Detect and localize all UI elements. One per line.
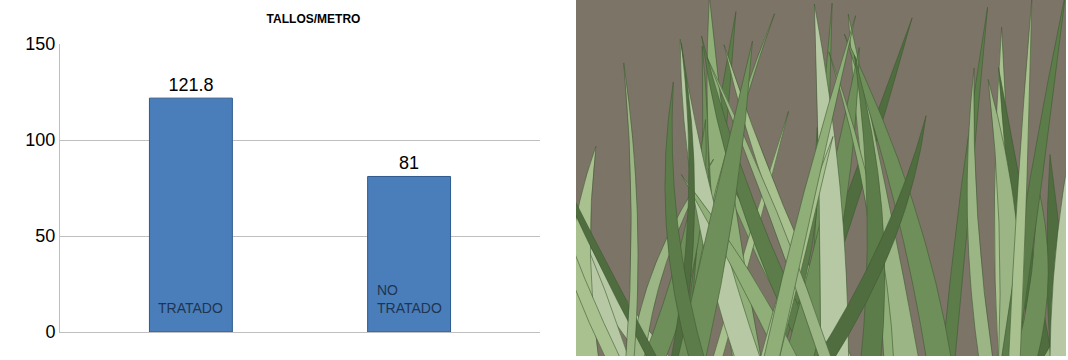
svg-text:150: 150 [25,34,55,54]
svg-text:0: 0 [45,322,55,342]
svg-text:TALLOS/METRO: TALLOS/METRO [267,12,361,26]
svg-text:TRATADO: TRATADO [158,300,223,316]
svg-text:50: 50 [35,226,55,246]
svg-text:100: 100 [25,130,55,150]
svg-text:81: 81 [399,153,419,173]
svg-text:121.8: 121.8 [168,75,213,95]
svg-text:NOTRATADO: NOTRATADO [377,282,442,316]
